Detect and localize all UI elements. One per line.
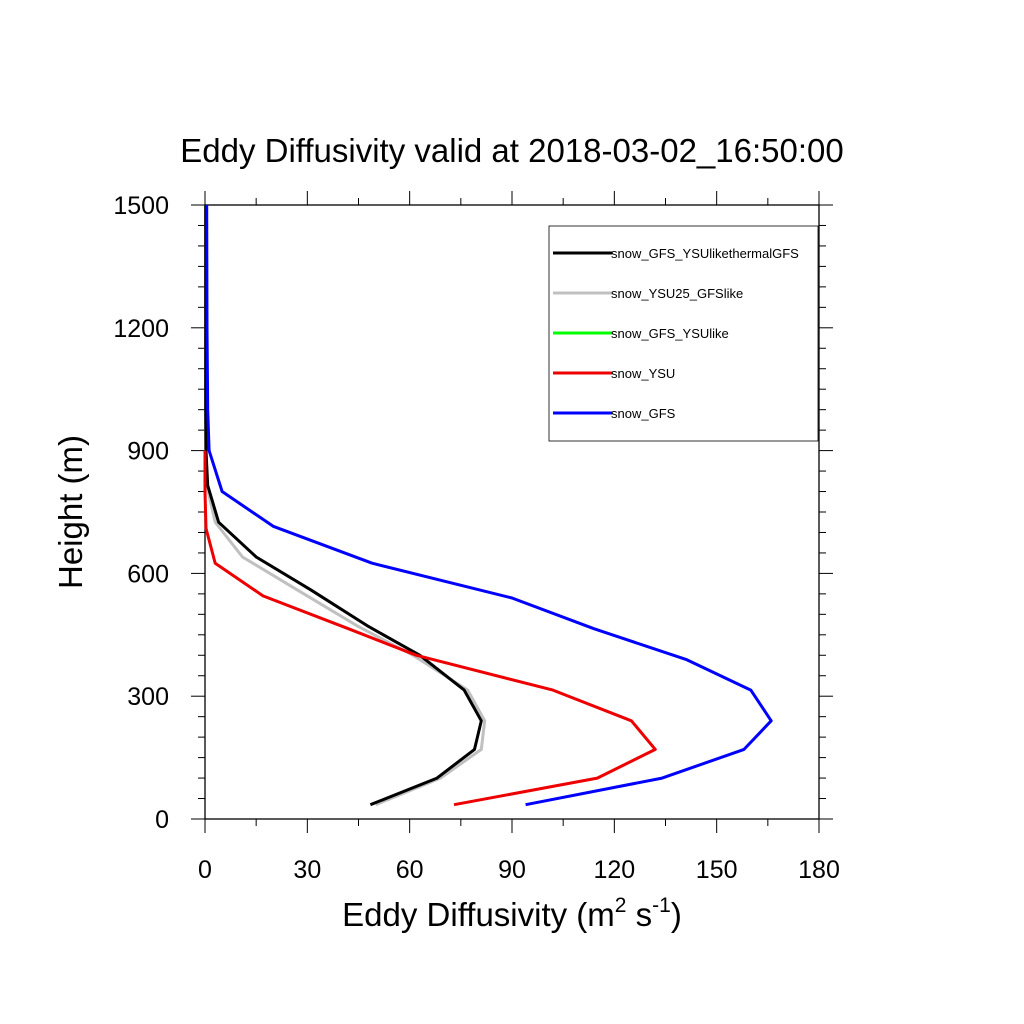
y-tick-label: 600 bbox=[127, 560, 169, 588]
legend-label: snow_GFS_YSUlike bbox=[611, 326, 729, 341]
y-tick-labels: 0 300 600 900 1200 1500 bbox=[113, 192, 169, 834]
x-tick-label: 0 bbox=[198, 856, 212, 884]
legend-label: snow_YSU25_GFSlike bbox=[611, 286, 743, 301]
x-tick-label: 180 bbox=[798, 856, 840, 884]
legend-label: snow_GFS bbox=[611, 406, 676, 421]
x-tick-label: 150 bbox=[696, 856, 738, 884]
x-tick-label: 90 bbox=[498, 856, 526, 884]
series-lines bbox=[203, 204, 773, 807]
series-line-snow_YSU25_GFSlike bbox=[204, 205, 487, 807]
y-tick-label: 900 bbox=[127, 438, 169, 466]
x-axis-label-end: ) bbox=[671, 896, 682, 933]
y-axis-label: Height (m) bbox=[52, 435, 89, 589]
series-line-snow_GFS bbox=[205, 204, 773, 807]
y-tick-label: 300 bbox=[127, 683, 169, 711]
y-tick-label: 1500 bbox=[113, 192, 169, 220]
x-tick-label: 120 bbox=[593, 856, 635, 884]
series-line-snow_GFS_YSUlikethermalGFS bbox=[204, 205, 483, 807]
x-tick-label: 60 bbox=[396, 856, 424, 884]
legend-label: snow_YSU bbox=[611, 366, 675, 381]
legend: snow_GFS_YSUlikethermalGFS snow_YSU25_GFS… bbox=[548, 225, 819, 442]
x-axis-label-sup-2: -1 bbox=[652, 894, 671, 917]
x-axis-label: Eddy Diffusivity (m2 s-1) bbox=[342, 894, 682, 933]
plot-area bbox=[191, 191, 833, 833]
y-tick-label: 0 bbox=[155, 806, 169, 834]
x-tick-labels: 0 30 60 90 120 150 180 bbox=[198, 856, 840, 884]
chart-title: Eddy Diffusivity valid at 2018-03-02_16:… bbox=[180, 132, 843, 169]
x-axis-label-sup-1: 2 bbox=[615, 894, 627, 917]
x-axis-label-main: Eddy Diffusivity (m bbox=[342, 896, 615, 933]
x-axis-label-mid: s bbox=[626, 896, 652, 933]
x-tick-label: 30 bbox=[293, 856, 321, 884]
y-tick-label: 1200 bbox=[113, 315, 169, 343]
series-line-snow_YSU bbox=[203, 450, 657, 807]
legend-label: snow_GFS_YSUlikethermalGFS bbox=[611, 246, 799, 261]
